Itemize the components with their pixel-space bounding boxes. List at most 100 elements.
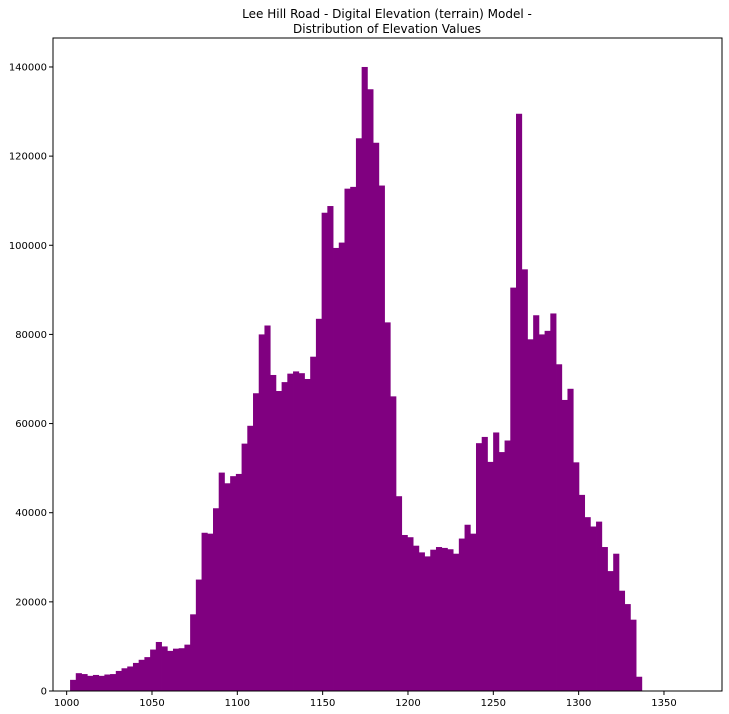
histogram-bar: [624, 604, 631, 691]
histogram-bar: [127, 666, 134, 691]
histogram-bar: [516, 113, 523, 691]
y-tick-label: 120000: [9, 152, 47, 163]
histogram-bar: [207, 533, 214, 691]
histogram-bar: [550, 313, 557, 691]
histogram-bar: [367, 89, 374, 691]
histogram-bar: [213, 508, 220, 691]
plot-frame: [52, 37, 723, 692]
x-tick-label: 1100: [225, 698, 250, 709]
histogram-bar: [556, 364, 563, 691]
histogram-bar: [315, 318, 323, 691]
histogram-bar: [527, 339, 534, 691]
histogram-bar: [373, 142, 380, 691]
histogram-bar: [355, 138, 363, 692]
histogram-bar: [287, 373, 294, 691]
histogram-bar: [75, 673, 82, 691]
x-tick-label: 1250: [481, 698, 506, 709]
histogram-bar: [281, 382, 288, 691]
histogram-bar: [567, 388, 574, 691]
histogram-bar: [138, 659, 145, 691]
histogram-bar: [304, 378, 311, 691]
x-tick-label: 1050: [139, 698, 164, 709]
histogram-bar: [475, 443, 483, 691]
histogram-bar: [538, 334, 545, 691]
histogram-bar: [384, 322, 391, 691]
histogram-bar: [584, 517, 591, 691]
histogram-bar: [98, 675, 105, 691]
histogram-bar: [561, 399, 568, 691]
histogram-bar: [104, 674, 111, 691]
histogram-bar: [596, 521, 603, 691]
histogram-bar: [510, 287, 517, 691]
y-tick-label: 0: [41, 687, 47, 698]
histogram-bar: [298, 373, 305, 691]
histogram-bar: [184, 644, 191, 691]
histogram-bar: [333, 247, 340, 691]
histogram-bar: [178, 648, 185, 691]
histogram-bar: [544, 330, 551, 691]
histogram-bar: [601, 547, 608, 691]
histogram-bar: [378, 185, 385, 692]
histogram-bar: [275, 391, 283, 691]
histogram-bar: [618, 590, 626, 691]
histogram-bar: [167, 650, 174, 691]
histogram-bar: [224, 483, 231, 691]
histogram-bar: [401, 534, 408, 691]
x-axis-ticks: 1000 1050 1100 1150 1200 1250 1300 1350: [54, 691, 677, 709]
histogram-bar: [607, 571, 614, 691]
histogram-bar: [504, 440, 511, 691]
y-tick-label: 80000: [15, 330, 47, 341]
histogram-bar: [253, 393, 260, 691]
histogram-bar: [435, 547, 443, 691]
histogram-bar: [498, 452, 505, 691]
histogram-bar: [70, 679, 77, 691]
histogram-bar: [344, 188, 351, 691]
x-tick-label: 1300: [566, 698, 591, 709]
histogram-bar: [413, 545, 420, 691]
histogram-bar: [447, 549, 454, 691]
histogram-bar: [235, 473, 242, 691]
histogram-bar: [390, 396, 397, 691]
y-tick-label: 20000: [15, 597, 47, 608]
histogram-bar: [493, 432, 500, 691]
histogram-bar: [218, 472, 225, 691]
histogram-bar: [310, 356, 317, 691]
histogram-bar: [533, 315, 540, 691]
histogram-bar: [350, 186, 357, 691]
chart-title-line-2: Distribution of Elevation Values: [293, 22, 481, 36]
chart-title-line-1: Lee Hill Road - Digital Elevation (terra…: [242, 7, 532, 21]
histogram-bar: [470, 533, 477, 691]
histogram-bar: [293, 371, 300, 691]
histogram-bar: [264, 325, 271, 691]
histogram-bar: [144, 657, 151, 691]
histogram-bar: [578, 494, 586, 691]
histogram-bar: [487, 461, 494, 691]
y-axis-ticks: 0 20000 40000 60000 80000 100000 120000 140000: [9, 62, 53, 698]
x-tick-label: 1150: [310, 698, 335, 709]
histogram-bar: [453, 553, 460, 691]
histogram-bar: [121, 668, 128, 691]
bars-group: [70, 66, 643, 692]
histogram-bar: [630, 619, 637, 691]
histogram-bar: [81, 674, 88, 691]
histogram-bar: [441, 547, 448, 691]
histogram-bar: [418, 552, 425, 691]
histogram-bar: [407, 537, 414, 691]
histogram-bar: [458, 538, 465, 691]
y-tick-label: 140000: [9, 62, 47, 73]
histogram-bar: [613, 553, 620, 691]
histogram-bar: [150, 649, 157, 691]
histogram-bar: [327, 206, 334, 692]
x-tick-label: 1000: [54, 698, 79, 709]
histogram-bar: [172, 648, 180, 691]
histogram-bar: [481, 436, 488, 691]
histogram-bar: [590, 526, 597, 691]
histogram-bar: [464, 524, 471, 691]
histogram-bar: [115, 670, 122, 691]
histogram-bar: [241, 443, 248, 691]
histogram-bar: [247, 425, 254, 691]
histogram-bar: [110, 674, 117, 691]
histogram-bar: [132, 662, 140, 691]
y-tick-label: 40000: [15, 508, 47, 519]
